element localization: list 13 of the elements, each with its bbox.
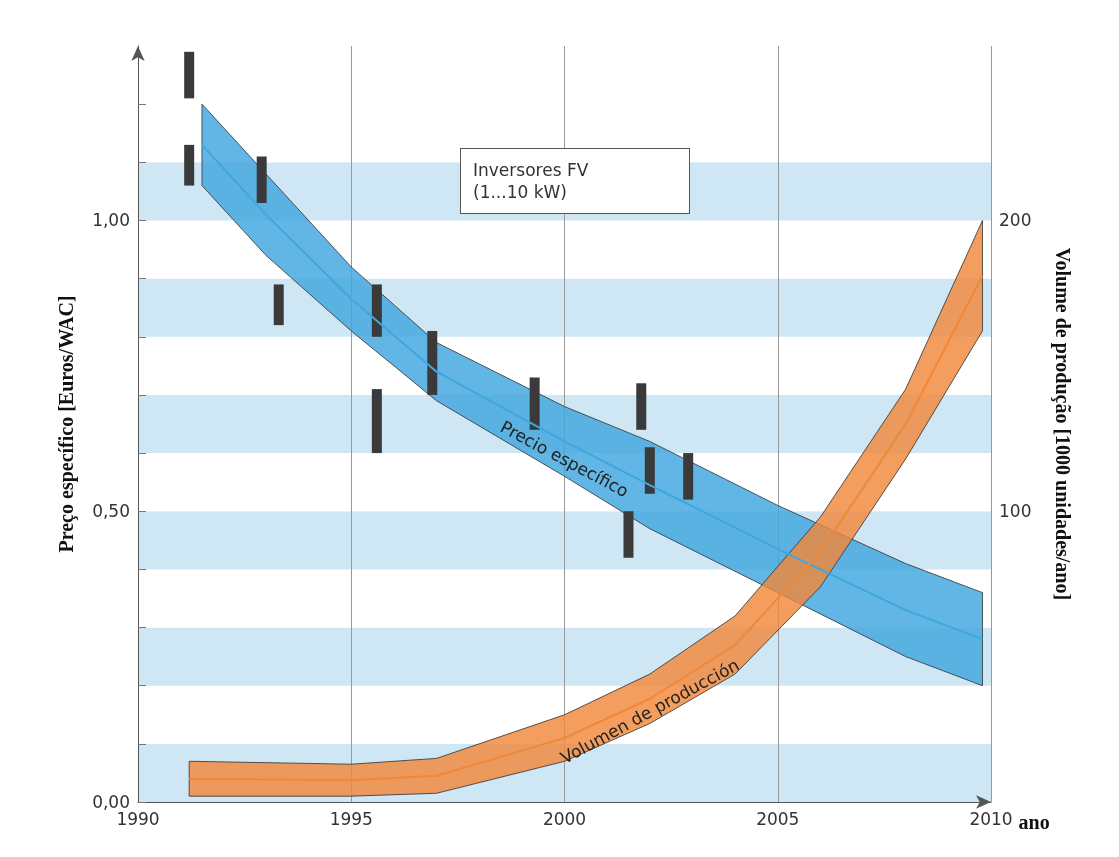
annotation: Inversores FV (1...10 kW) [473,160,589,202]
x-tick-label: 2005 [756,808,800,829]
y-tick-label: 1,00 [92,210,130,231]
y2-tick-label: 100 [999,501,1032,522]
x-tick-label: 1995 [329,808,373,829]
x-axis-title: ano [1018,811,1050,833]
y2-tick-label: 200 [999,210,1032,231]
y2-axis-title: Volume de produção [1000 unidades/ano] [1051,247,1074,601]
x-tick-label: 2000 [542,808,587,829]
y-axis-title: Preço específico [Euros/WAC] [55,295,78,553]
note-box: Inversores FV (1...10 kW) [460,148,690,214]
y-tick-label: 0,50 [92,501,130,522]
x-tick-label: 2010 [969,808,1013,829]
